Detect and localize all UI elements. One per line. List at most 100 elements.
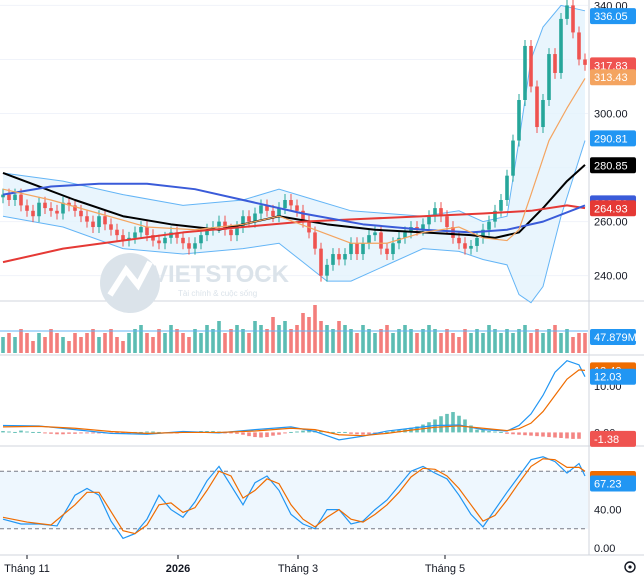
volume-bar: [25, 333, 29, 353]
macd-hist-bar: [337, 431, 341, 433]
candle-body: [277, 208, 281, 217]
volume-bar: [331, 329, 335, 353]
volume-bar: [181, 333, 185, 353]
volume-bar: [337, 321, 341, 353]
candle-body: [193, 243, 197, 249]
volume-bar: [325, 325, 329, 353]
candle-body: [559, 18, 563, 73]
candle-body: [145, 227, 149, 236]
macd-hist-bar: [427, 422, 431, 433]
macd-hist-bar: [43, 432, 47, 434]
macd-hist-bar: [277, 432, 281, 435]
volume-bar: [361, 325, 365, 353]
candle-body: [397, 237, 401, 244]
macd-hist-bar: [151, 431, 155, 433]
candle-body: [247, 216, 251, 222]
volume-bar: [409, 329, 413, 353]
volume-badge-bg: [590, 329, 636, 345]
macd-hist-bar: [85, 432, 89, 434]
macd-hist-bar: [355, 432, 359, 435]
volume-bar: [487, 325, 491, 353]
volume-bar: [253, 321, 257, 353]
volume-bar: [169, 325, 173, 353]
price-badge-bg: [590, 130, 636, 147]
candle-body: [373, 232, 377, 236]
macd-hist-bar: [367, 432, 371, 435]
volume-bar: [85, 333, 89, 353]
candle-body: [271, 210, 275, 217]
bollinger-bands: [2, 4, 586, 304]
candle-body: [199, 235, 203, 244]
candle-body: [73, 205, 77, 211]
volume-bar: [523, 325, 527, 353]
macd-hist-bar: [475, 429, 479, 433]
macd-hist-bar: [25, 431, 29, 433]
volume-bar: [145, 333, 149, 353]
macd-hist-bar: [1, 431, 5, 433]
macd-hist-bar: [301, 430, 305, 433]
macd-hist-bar: [541, 432, 545, 437]
time-tick-label: Tháng 11: [4, 563, 50, 575]
macd-hist-bar: [55, 432, 59, 435]
candle-body: [61, 202, 65, 214]
price-panel[interactable]: [1, 0, 587, 282]
volume-bar: [493, 329, 497, 353]
stochastic-panel[interactable]: [0, 456, 588, 540]
candle-body: [577, 32, 581, 60]
candle-body: [229, 229, 233, 236]
candle-body: [475, 237, 479, 246]
macd-hist-bar: [379, 432, 383, 434]
volume-bar: [115, 337, 119, 353]
candle-body: [385, 248, 389, 255]
candle-body: [289, 200, 293, 206]
macd-hist-bar: [145, 431, 149, 433]
candle-body: [427, 216, 431, 225]
macd-panel[interactable]: [1, 359, 586, 441]
volume-panel[interactable]: [0, 305, 588, 353]
stoch-badge-bg: [590, 475, 636, 492]
volume-bar: [19, 329, 23, 353]
candle-body: [163, 237, 167, 244]
volume-bar: [529, 333, 533, 353]
macd-hist-bar: [469, 425, 473, 433]
volume-bar: [481, 333, 485, 353]
ma-orange-line: [2, 78, 586, 244]
candle-body: [349, 243, 353, 255]
macd-hist-bar: [121, 432, 125, 434]
macd-hist-bar: [565, 432, 569, 439]
time-tick-label: Tháng 5: [425, 563, 465, 575]
candle-body: [301, 210, 305, 222]
macd-hist-bar: [49, 432, 53, 434]
volume-bar: [67, 341, 71, 353]
candle-body: [31, 210, 35, 217]
volume-bar: [217, 321, 221, 353]
volume-bar: [391, 333, 395, 353]
macd-hist-bar: [553, 432, 557, 438]
candle-body: [109, 224, 113, 230]
volume-bar: [421, 329, 425, 353]
time-axis[interactable]: Tháng 11 2026 Tháng 3 Tháng 5: [4, 555, 465, 575]
macd-hist-bar: [67, 432, 71, 434]
volume-bar: [139, 325, 143, 353]
ma-black-line: [2, 164, 586, 239]
price-tick-label: 260.00: [594, 217, 628, 229]
price-badge: 336.05: [594, 11, 628, 23]
stoch-tick-label: 40.00: [594, 505, 622, 517]
candle-body: [133, 232, 137, 238]
macd-hist-bar: [283, 432, 287, 434]
volume-bar: [61, 337, 65, 353]
candle-body: [457, 237, 461, 244]
bollinger-lower-line: [2, 140, 586, 304]
macd-hist-bar: [295, 431, 299, 433]
stoch-tick-label: 0.00: [594, 543, 615, 555]
macd-hist-bar: [505, 432, 509, 434]
volume-bar: [505, 329, 509, 353]
macd-hist-bar: [361, 432, 365, 435]
candle-body: [97, 216, 101, 228]
candle-body: [517, 100, 521, 141]
volume-bar: [127, 333, 131, 353]
settings-gear-icon[interactable]: [624, 561, 636, 573]
macd-hist-bar: [439, 416, 443, 433]
